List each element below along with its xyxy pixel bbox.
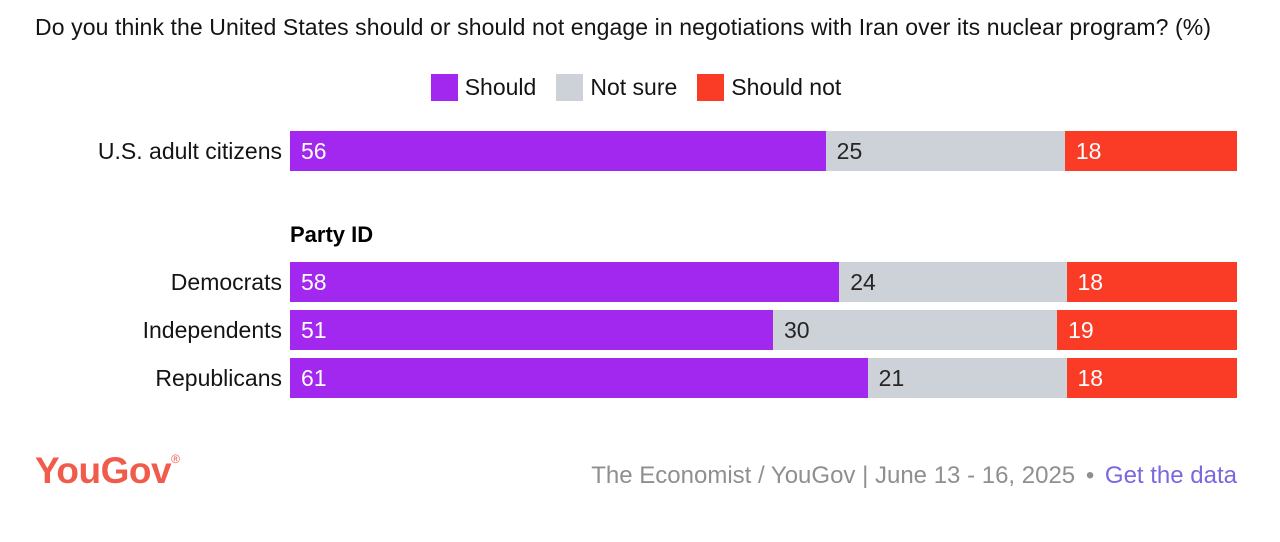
value-label: 18 — [1075, 138, 1102, 164]
value-label: 25 — [836, 138, 863, 164]
bullet-separator: • — [1085, 462, 1095, 489]
legend-item-should: Should — [430, 73, 537, 101]
yougov-logo: YouGov® — [35, 439, 180, 491]
value-label: 18 — [1077, 365, 1104, 391]
bar-segment-not-sure: 21 — [867, 358, 1067, 398]
value-label: 30 — [783, 317, 810, 343]
legend-swatch-should — [430, 73, 458, 101]
bar-segment-not-sure: 24 — [839, 262, 1067, 302]
footer: YouGov® The Economist / YouGov | June 13… — [35, 439, 1237, 491]
stacked-bar: 56 25 18 — [290, 131, 1237, 171]
bar-segment-should-not: 18 — [1064, 131, 1237, 171]
legend-swatch-not-sure — [556, 73, 584, 101]
legend-item-should-not: Should not — [697, 73, 842, 101]
value-label: 18 — [1077, 269, 1104, 295]
value-label: 24 — [850, 269, 876, 295]
yougov-logo-text: YouGov — [35, 450, 172, 491]
legend-item-not-sure: Not sure — [556, 73, 678, 101]
bar-row-independents: Independents 51 30 19 — [35, 310, 1237, 350]
legend-label-should: Should — [464, 73, 537, 100]
value-label: 56 — [301, 138, 327, 164]
source-line: The Economist / YouGov | June 13 - 16, 2… — [591, 462, 1237, 490]
category-label: Republicans — [155, 365, 282, 391]
bar-segment-should-not: 18 — [1066, 358, 1237, 398]
bar-segment-should: 61 — [290, 358, 868, 398]
value-label: 61 — [301, 365, 327, 391]
stacked-bar: 58 24 18 — [290, 262, 1237, 302]
source-text: The Economist / YouGov | June 13 - 16, 2… — [591, 462, 1076, 489]
stacked-bar: 51 30 19 — [290, 310, 1237, 350]
bar-row-us-adults: U.S. adult citizens 56 25 18 — [35, 131, 1237, 171]
chart-title: Do you think the United States should or… — [35, 14, 1212, 40]
value-label: 58 — [301, 269, 327, 295]
bar-segment-should: 51 — [290, 310, 773, 350]
poll-chart-card: Do you think the United States should or… — [35, 14, 1237, 491]
legend: Should Not sure Should not — [35, 72, 1237, 102]
value-label: 19 — [1068, 317, 1094, 343]
value-label: 21 — [878, 365, 905, 391]
bar-segment-should-not: 18 — [1066, 262, 1237, 302]
stacked-bar-chart: U.S. adult citizens 56 25 18 Party ID De… — [35, 131, 1237, 398]
registered-trademark-icon: ® — [171, 452, 180, 466]
value-label: 51 — [301, 317, 327, 343]
category-label: Independents — [142, 317, 282, 343]
bar-segment-should: 56 — [290, 131, 826, 171]
category-label: U.S. adult citizens — [97, 138, 282, 164]
bar-segment-should: 58 — [290, 262, 840, 302]
bar-segment-not-sure: 30 — [772, 310, 1058, 350]
bar-segment-should-not: 19 — [1057, 310, 1237, 350]
bar-row-democrats: Democrats 58 24 18 — [35, 262, 1237, 302]
group-heading-party-id: Party ID — [290, 222, 374, 247]
category-label: Democrats — [170, 269, 282, 295]
legend-label-not-sure: Not sure — [590, 73, 678, 100]
stacked-bar: 61 21 18 — [290, 358, 1237, 398]
legend-label-should-not: Should not — [731, 73, 842, 100]
bar-row-republicans: Republicans 61 21 18 — [35, 358, 1237, 398]
bar-segment-not-sure: 25 — [825, 131, 1065, 171]
get-data-link[interactable]: Get the data — [1104, 462, 1237, 489]
legend-swatch-should-not — [697, 73, 725, 101]
